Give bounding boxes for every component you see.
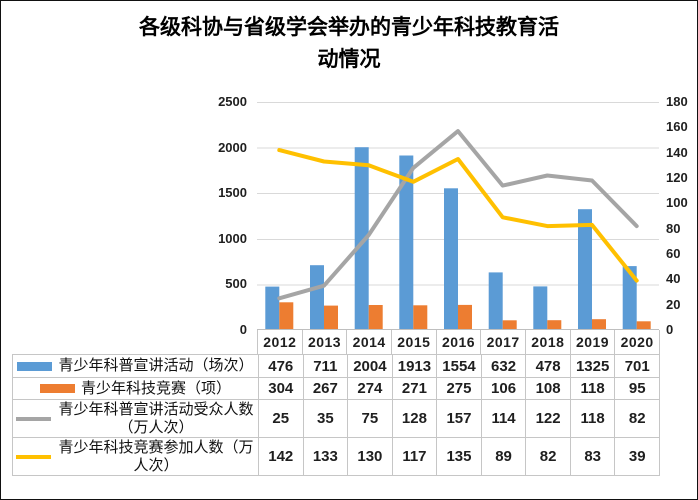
bar-secondary-2015 bbox=[413, 305, 428, 330]
right-axis-tick-140: 140 bbox=[666, 144, 688, 160]
right-axis-tick-80: 80 bbox=[666, 220, 681, 236]
table-cell-2015: 117 bbox=[391, 437, 437, 475]
legend-item: 青少年科普宣讲活动受众人数（万人次） bbox=[13, 399, 258, 437]
left-axis-tick-1500: 1500 bbox=[218, 185, 247, 201]
table-cell-2013: 267 bbox=[302, 377, 348, 399]
right-axis-tick-0: 0 bbox=[666, 322, 674, 337]
line-series-audience bbox=[277, 129, 639, 301]
legend-label: 青少年科技竞赛（项） bbox=[80, 379, 231, 397]
legend-swatch-line-icon bbox=[16, 416, 51, 421]
data-table: 青少年科普宣讲活动（场次） 476 711 2004 1913 1554 632 478 132… bbox=[12, 354, 660, 476]
table-cell-2014: 75 bbox=[347, 399, 392, 437]
left-axis-tick-2000: 2000 bbox=[218, 139, 247, 155]
left-axis-tick-2500: 2500 bbox=[218, 94, 247, 109]
left-axis-tick-0: 0 bbox=[239, 322, 247, 337]
table-cell-2015: 271 bbox=[391, 377, 437, 399]
table-cell-2014: 2004 bbox=[347, 355, 392, 377]
table-cell-2017: 114 bbox=[480, 399, 526, 437]
table-cell-2013: 35 bbox=[302, 399, 348, 437]
legend-item: 青少年科普宣讲活动（场次） bbox=[13, 355, 258, 377]
table-cell-2014: 130 bbox=[347, 437, 392, 475]
plot-area bbox=[257, 102, 659, 330]
table-cell-2020: 39 bbox=[614, 437, 659, 475]
x-axis-label-2012: 2012 bbox=[257, 330, 302, 354]
table-cell-2019: 118 bbox=[569, 399, 615, 437]
bar-primary-2018 bbox=[533, 286, 548, 330]
table-cell-2012: 304 bbox=[258, 377, 303, 399]
bar-primary-2014 bbox=[354, 147, 369, 330]
table-cell-2016: 275 bbox=[436, 377, 481, 399]
bar-primary-2012 bbox=[265, 286, 280, 330]
legend-label: 青少年科普宣讲活动受众人数（万人次） bbox=[58, 400, 254, 436]
right-axis-tick-180: 180 bbox=[666, 94, 688, 109]
right-axis-tick-100: 100 bbox=[666, 195, 688, 211]
table-cell-2016: 1554 bbox=[436, 355, 481, 377]
x-axis-label-2018: 2018 bbox=[525, 330, 570, 354]
table-cell-2020: 82 bbox=[614, 399, 659, 437]
legend-label: 青少年科普宣讲活动（场次） bbox=[58, 357, 254, 374]
legend-item: 青少年科技竞赛（项） bbox=[13, 377, 258, 399]
right-axis-tick-60: 60 bbox=[666, 246, 681, 261]
chart-title: 各级科协与省级学会举办的青少年科技教育活动情况 bbox=[139, 16, 559, 71]
legend-item: 青少年科技竞赛参加人数（万人次） bbox=[13, 437, 258, 475]
x-axis-row-right-border bbox=[659, 330, 660, 354]
legend-swatch-bar-icon bbox=[17, 361, 53, 371]
table-cell-2012: 142 bbox=[258, 437, 303, 475]
bar-secondary-2016 bbox=[458, 304, 472, 330]
bar-secondary-2012 bbox=[279, 302, 294, 330]
x-axis-label-2017: 2017 bbox=[480, 330, 525, 354]
table-cell-2012: 25 bbox=[258, 399, 303, 437]
table-cell-2015: 128 bbox=[391, 399, 437, 437]
table-cell-2020: 95 bbox=[614, 377, 659, 399]
bar-primary-2013 bbox=[310, 265, 324, 330]
table-cell-2018: 478 bbox=[525, 355, 570, 377]
bar-secondary-2017 bbox=[502, 320, 517, 330]
x-axis-label-2013: 2013 bbox=[301, 330, 347, 354]
x-axis-label-2020: 2020 bbox=[614, 330, 659, 354]
table-cell-2016: 135 bbox=[436, 437, 481, 475]
table-cell-2019: 83 bbox=[569, 437, 615, 475]
bar-primary-2016 bbox=[444, 188, 458, 330]
line-series-participants bbox=[277, 148, 639, 283]
right-axis-tick-20: 20 bbox=[666, 296, 681, 312]
legend-swatch-line-icon bbox=[16, 454, 51, 459]
table-cell-2016: 157 bbox=[436, 399, 481, 437]
table-cell-2019: 1325 bbox=[569, 355, 615, 377]
x-axis-label-2016: 2016 bbox=[435, 330, 481, 354]
right-axis-tick-120: 120 bbox=[666, 170, 688, 185]
bar-primary-2020 bbox=[622, 266, 637, 330]
legend-swatch-bar-icon bbox=[39, 384, 75, 393]
bar-secondary-2014 bbox=[368, 305, 383, 330]
bar-primary-2019 bbox=[578, 209, 592, 330]
right-axis-tick-160: 160 bbox=[666, 119, 688, 135]
left-axis-tick-500: 500 bbox=[225, 276, 247, 292]
table-cell-2013: 711 bbox=[302, 355, 348, 377]
table-cell-2019: 118 bbox=[569, 377, 615, 399]
table-cell-2014: 274 bbox=[347, 377, 392, 399]
left-axis-tick-1000: 1000 bbox=[218, 230, 247, 246]
table-cell-2015: 1913 bbox=[391, 355, 437, 377]
table-cell-2018: 122 bbox=[525, 399, 570, 437]
table-cell-2017: 106 bbox=[480, 377, 526, 399]
table-cell-2018: 108 bbox=[525, 377, 570, 399]
x-axis-label-2015: 2015 bbox=[391, 330, 436, 354]
bar-secondary-2013 bbox=[324, 305, 338, 330]
bar-secondary-2018 bbox=[547, 320, 562, 330]
bar-primary-2015 bbox=[399, 155, 414, 330]
table-cell-2017: 632 bbox=[480, 355, 526, 377]
table-cell-2012: 476 bbox=[258, 355, 303, 377]
x-axis-label-2014: 2014 bbox=[346, 330, 391, 354]
table-cell-2020: 701 bbox=[614, 355, 659, 377]
right-axis-tick-40: 40 bbox=[666, 271, 681, 287]
table-cell-2017: 89 bbox=[480, 437, 526, 475]
bar-primary-2017 bbox=[488, 272, 503, 330]
table-cell-2013: 133 bbox=[302, 437, 348, 475]
table-cell-2018: 82 bbox=[525, 437, 570, 475]
bar-secondary-2020 bbox=[636, 321, 651, 330]
x-axis-label-2019: 2019 bbox=[569, 330, 615, 354]
bar-secondary-2019 bbox=[592, 319, 606, 330]
legend-label: 青少年科技竞赛参加人数（万人次） bbox=[58, 438, 254, 474]
